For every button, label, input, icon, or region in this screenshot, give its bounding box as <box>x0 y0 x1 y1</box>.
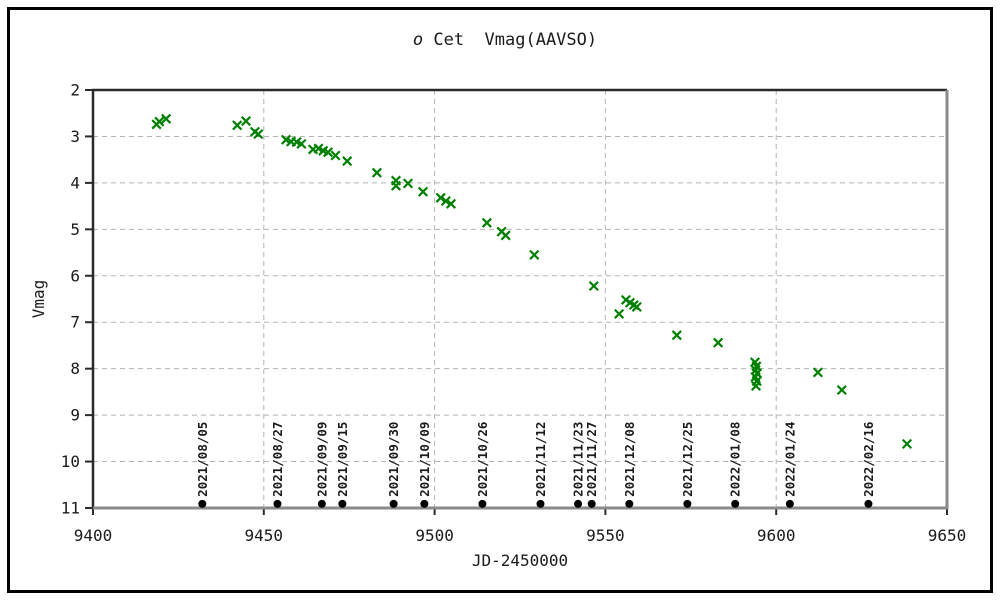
chart-title-star-name: o <box>413 30 423 50</box>
x-tick-label: 9650 <box>928 526 967 545</box>
y-tick-label: 11 <box>61 499 80 518</box>
data-point-marker <box>390 180 402 191</box>
date-marker-label: 2021/11/23 <box>571 422 586 497</box>
date-marker-label: 2021/12/08 <box>622 422 637 497</box>
data-point-marker <box>614 308 625 319</box>
x-tick-label: 9400 <box>74 526 113 545</box>
date-marker-dot <box>587 499 596 508</box>
y-tick-label: 8 <box>70 359 80 378</box>
date-marker-dot <box>864 499 873 508</box>
data-point-marker <box>240 116 252 127</box>
date-marker-dot <box>338 499 347 508</box>
date-marker-label: 2022/01/24 <box>782 422 797 497</box>
date-markers-layer: 2021/08/05 2021/08/27 2021/09/09 2021/09/15… <box>195 422 876 508</box>
ticks-layer: 9400 9450 9500 9550 9600 9650 2 3 4 5 6 7 8 9 10 11 <box>61 81 967 546</box>
date-marker-dot <box>389 499 398 508</box>
data-point-marker <box>371 167 382 178</box>
x-tick-label: 9600 <box>757 526 796 545</box>
x-axis-label: JD-2450000 <box>472 551 568 570</box>
data-points-layer <box>151 113 913 449</box>
y-axis-label: Vmag <box>29 280 48 319</box>
x-tick-label: 9450 <box>245 526 284 545</box>
date-marker-label: 2021/10/26 <box>475 422 490 497</box>
data-point-marker <box>750 380 762 391</box>
data-point-marker <box>631 301 642 312</box>
y-tick-label: 9 <box>70 406 80 425</box>
date-marker-label: 2021/08/27 <box>270 422 285 497</box>
date-marker-label: 2021/12/25 <box>680 422 695 497</box>
y-tick-label: 2 <box>70 81 80 100</box>
y-tick-label: 4 <box>70 173 80 192</box>
date-marker-dot <box>198 499 207 508</box>
data-point-marker <box>330 150 341 161</box>
data-point-marker <box>500 230 511 241</box>
chart-title: o Cet Vmag(AAVSO) <box>413 30 597 50</box>
date-marker-label: 2021/09/15 <box>335 422 350 497</box>
date-marker-label: 2021/09/09 <box>314 422 329 497</box>
plot-border-bottomright <box>93 90 949 510</box>
plot-border-layer <box>91 88 949 510</box>
y-tick-label: 5 <box>70 220 80 239</box>
date-marker-dot <box>478 499 487 508</box>
date-marker-label: 2021/11/27 <box>584 422 599 497</box>
data-point-marker <box>440 195 451 207</box>
data-point-marker <box>812 367 823 378</box>
y-tick-label: 6 <box>70 266 80 285</box>
date-marker-dot <box>731 499 740 508</box>
date-marker-label: 2021/09/30 <box>386 422 401 497</box>
x-tick-label: 9500 <box>415 526 454 545</box>
data-point-marker <box>322 147 334 158</box>
x-tick-label: 9550 <box>586 526 625 545</box>
data-point-marker <box>232 120 243 131</box>
data-point-marker <box>588 280 599 292</box>
data-point-marker <box>313 143 324 154</box>
plot-border-topleft <box>91 88 947 508</box>
date-marker-label: 2021/11/12 <box>533 422 548 497</box>
data-point-marker <box>291 136 302 148</box>
date-marker-label: 2022/01/08 <box>728 422 743 497</box>
figure-outer-border <box>7 7 993 593</box>
date-marker-dot <box>420 499 429 508</box>
date-marker-dot <box>317 499 326 508</box>
data-point-marker <box>154 116 165 127</box>
gridlines-layer <box>93 90 947 508</box>
date-marker-dot <box>574 499 583 508</box>
data-point-marker <box>481 217 492 228</box>
data-point-marker <box>417 186 429 197</box>
data-point-marker <box>836 384 847 396</box>
data-point-marker <box>402 178 414 189</box>
data-point-marker <box>253 129 264 140</box>
chart-title-rest: Cet Vmag(AAVSO) <box>423 30 597 50</box>
y-tick-label: 7 <box>70 313 80 332</box>
date-marker-label: 2022/02/16 <box>861 422 876 497</box>
data-point-marker <box>901 438 913 449</box>
y-tick-label: 3 <box>70 127 80 146</box>
date-marker-label: 2021/10/09 <box>417 422 432 497</box>
data-point-marker <box>529 249 540 260</box>
data-point-marker <box>435 192 446 203</box>
date-marker-label: 2021/08/05 <box>195 422 210 497</box>
data-point-marker <box>445 198 457 209</box>
date-marker-dot <box>683 499 692 508</box>
data-point-marker <box>342 156 353 167</box>
data-point-marker <box>161 113 172 124</box>
date-marker-dot <box>536 499 545 508</box>
y-tick-label: 10 <box>61 452 80 471</box>
data-point-marker <box>296 138 307 149</box>
date-marker-dot <box>785 499 794 508</box>
data-point-marker <box>671 330 682 341</box>
date-marker-dot <box>625 499 634 508</box>
data-point-marker <box>713 337 724 348</box>
date-marker-dot <box>273 499 282 508</box>
